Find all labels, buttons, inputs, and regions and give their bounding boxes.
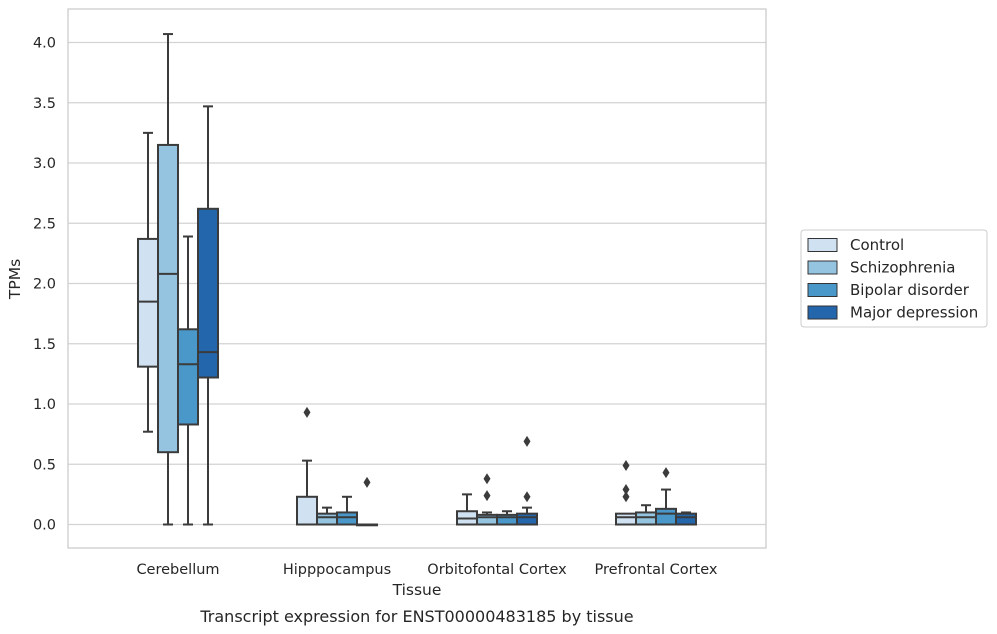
box-bipolar-disorder <box>177 235 199 526</box>
y-tick-label: 2.0 <box>33 277 56 293</box>
box-body <box>177 328 199 426</box>
box-bipolar-disorder <box>655 467 677 526</box>
box-body <box>197 207 219 379</box>
legend-swatch <box>807 260 838 275</box>
legend-swatch <box>807 283 838 297</box>
outlier-point <box>483 473 491 485</box>
legend-label: Schizophrenia <box>850 259 955 277</box>
plot-frame <box>67 8 767 549</box>
box-body <box>655 507 677 526</box>
legend-items: Control Schizophrenia Bipolar disorder Majo… <box>807 236 978 322</box>
x-tick-label: Cerebellum <box>136 562 219 578</box>
x-axis-title: Tissue <box>392 581 442 599</box>
legend-swatch <box>807 305 838 320</box>
box-major-depression <box>675 511 697 526</box>
box-body <box>635 511 657 526</box>
box-body <box>615 512 637 526</box>
x-tick-label: Prefrontal Cortex <box>595 562 718 578</box>
box-control <box>615 459 637 526</box>
box-body <box>516 512 538 526</box>
legend-swatch <box>807 238 838 252</box>
outlier-point <box>363 476 371 488</box>
box-body <box>675 512 697 526</box>
box-bipolar-disorder <box>336 495 358 526</box>
box-control <box>296 406 318 526</box>
box-schizophrenia <box>635 504 657 526</box>
box-major-depression <box>197 105 219 526</box>
box-body <box>336 511 358 526</box>
y-tick-label: 0.0 <box>33 518 56 534</box>
box-control <box>456 493 478 526</box>
box-body <box>316 512 338 526</box>
box-body <box>296 495 318 526</box>
boxes <box>137 33 697 527</box>
y-tick-label: 3.5 <box>33 96 56 112</box>
box-schizophrenia <box>157 33 179 526</box>
legend-label: Bipolar disorder <box>850 281 970 299</box>
box-schizophrenia <box>316 506 338 526</box>
box-schizophrenia <box>476 473 498 526</box>
x-tick-label: Hipppocampus <box>283 562 391 578</box>
x-axis-ticks: Cerebellum Hipppocampus Orbitofontal Corte… <box>136 562 717 578</box>
box-major-depression <box>356 476 378 527</box>
legend-frame <box>800 229 988 328</box>
box-bipolar-disorder <box>496 510 518 526</box>
outlier-point <box>622 459 630 471</box>
outlier-point <box>622 491 630 503</box>
chart-caption: Transcript expression for ENST0000048318… <box>199 607 633 626</box>
y-tick-label: 4.0 <box>33 36 56 52</box>
y-axis-ticks: 0.0 0.5 1.0 1.5 2.0 2.5 3.0 3.5 4.0 <box>33 36 56 534</box>
y-tick-label: 3.0 <box>33 156 56 172</box>
box-major-depression <box>516 435 538 526</box>
box-body <box>157 143 179 454</box>
legend: Control Schizophrenia Bipolar disorder Majo… <box>800 229 988 328</box>
y-tick-label: 1.0 <box>33 397 56 413</box>
outlier-point <box>303 406 311 418</box>
x-tick-label: Orbitofontal Cortex <box>427 562 567 578</box>
y-axis-title: TPMs <box>6 259 24 300</box>
box-body <box>137 237 159 368</box>
y-tick-label: 0.5 <box>33 457 56 473</box>
box-control <box>137 131 159 433</box>
legend-label: Major depression <box>850 304 978 322</box>
outlier-point <box>523 435 531 447</box>
outlier-point <box>622 484 630 496</box>
y-tick-label: 2.5 <box>33 216 56 232</box>
y-tick-label: 1.5 <box>33 337 56 353</box>
outlier-point <box>483 490 491 502</box>
outlier-point <box>662 467 670 479</box>
legend-label: Control <box>850 236 904 254</box>
outlier-point <box>523 491 531 503</box>
